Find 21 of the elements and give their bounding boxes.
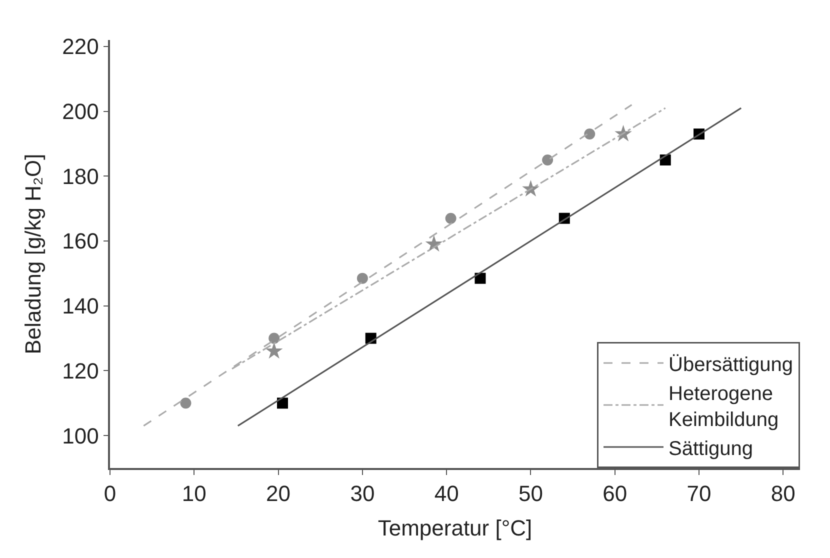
y-tick-label: 160 (62, 228, 99, 254)
y-tick-label: 220 (62, 34, 99, 60)
y-axis-title: Beladung [g/kg H₂O] (20, 154, 46, 354)
x-tick-label: 0 (104, 481, 116, 506)
x-tick-label: 50 (518, 481, 543, 506)
y-tick-label: 100 (62, 423, 99, 448)
x-tick-label: 60 (602, 481, 628, 506)
y-tick-label: 120 (62, 358, 99, 384)
y-tick-label: 180 (62, 164, 99, 189)
x-axis-title: Temperatur [°C] (378, 516, 532, 541)
legend-label: Sättigung (668, 438, 754, 460)
legend-label: Heterogene Keimbildung (668, 382, 779, 431)
y-tick-label: 140 (62, 294, 99, 319)
y-tick-label: 200 (62, 99, 99, 124)
x-tick-label: 40 (434, 481, 459, 506)
x-tick-label: 70 (686, 481, 712, 506)
x-tick-label: 20 (266, 481, 291, 506)
x-tick-label: 30 (350, 481, 375, 506)
x-tick-label: 10 (182, 481, 206, 506)
x-tick-label: 80 (770, 481, 796, 506)
legend-label: Übersättigung (668, 354, 794, 376)
